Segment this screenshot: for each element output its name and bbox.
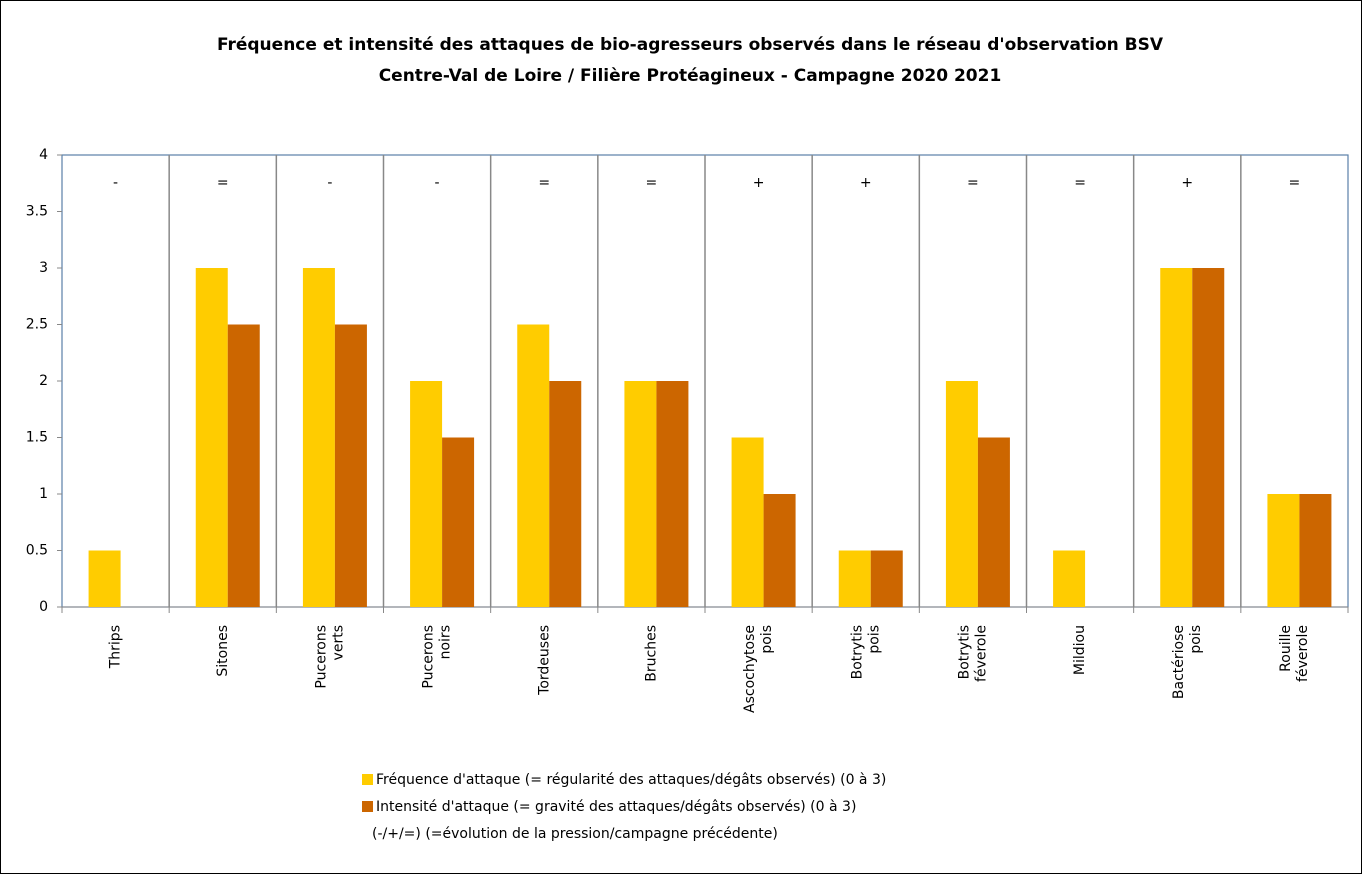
annotation: +	[860, 175, 872, 191]
annotation: -	[113, 175, 118, 191]
y-tick-label: 0	[39, 599, 48, 615]
bar	[1053, 550, 1086, 607]
x-tick-label-line: Tordeuses	[536, 625, 552, 696]
chart-title: Centre-Val de Loire / Filière Protéagine…	[379, 66, 1002, 86]
x-tick-label-line: Pucerons	[421, 625, 437, 689]
annotation: =	[646, 175, 658, 191]
y-tick-label: 4	[39, 147, 48, 163]
x-tick-label-line: pois	[866, 625, 882, 654]
bar	[763, 494, 796, 607]
x-tick-label: Puceronsnoirs	[421, 625, 454, 689]
chart-title: Fréquence et intensité des attaques de b…	[217, 35, 1164, 55]
annotation: =	[217, 175, 229, 191]
x-tick-label: Bruches	[643, 625, 659, 682]
y-tick-label: 3	[39, 260, 48, 276]
bar	[88, 550, 121, 607]
x-tick-label-line: verts	[330, 625, 346, 660]
y-tick-label: 0.5	[26, 543, 48, 559]
x-tick-label-line: Bactériose	[1171, 625, 1187, 699]
bar	[227, 324, 260, 607]
x-tick-label-line: Botrytis	[956, 625, 972, 679]
x-tick-label: Tordeuses	[536, 625, 552, 696]
x-tick-label: Puceronsverts	[313, 625, 346, 689]
bar	[624, 381, 657, 607]
x-tick-label-line: féverole	[973, 625, 989, 682]
legend-swatch	[362, 801, 373, 812]
x-tick-label-line: féverole	[1295, 625, 1311, 682]
x-tick-label-line: pois	[1188, 625, 1204, 654]
x-tick-label: Rouilleféverole	[1278, 625, 1311, 682]
annotation: -	[435, 175, 440, 191]
bar	[656, 381, 689, 607]
x-tick-label-line: Rouille	[1278, 625, 1294, 672]
bar	[302, 268, 335, 607]
bar	[410, 381, 443, 607]
annotation: +	[753, 175, 765, 191]
x-tick-label-line: Bruches	[643, 625, 659, 682]
x-tick-label-line: Botrytis	[849, 625, 865, 679]
bar	[1299, 494, 1332, 607]
x-tick-label: Botrytispois	[849, 625, 882, 679]
x-tick-label-line: noirs	[438, 625, 454, 659]
bar	[977, 437, 1010, 607]
bar	[334, 324, 367, 607]
x-tick-label: Thrips	[108, 625, 124, 669]
annotation: +	[1181, 175, 1193, 191]
legend-label: Intensité d'attaque (= gravité des attaq…	[376, 799, 856, 815]
bar	[442, 437, 475, 607]
annotation: =	[1289, 175, 1301, 191]
annotation: =	[538, 175, 550, 191]
x-tick-label-line: Ascochytose	[742, 625, 758, 713]
bar	[838, 550, 871, 607]
x-tick-label: Mildiou	[1072, 625, 1088, 675]
bar	[945, 381, 978, 607]
x-tick-label: Bactériosepois	[1171, 625, 1204, 699]
x-tick-label-line: Mildiou	[1072, 625, 1088, 675]
x-tick-label: Ascochytosepois	[742, 625, 775, 713]
annotation: =	[967, 175, 979, 191]
x-tick-label-line: Thrips	[108, 625, 124, 669]
legend-label: Fréquence d'attaque (= régularité des at…	[376, 772, 886, 788]
annotation: -	[327, 175, 332, 191]
bar	[549, 381, 582, 607]
legend-swatch	[362, 774, 373, 785]
x-tick-label-line: Sitones	[215, 625, 231, 677]
y-tick-label: 1.5	[26, 430, 48, 446]
bar	[1160, 268, 1193, 607]
bar	[517, 324, 550, 607]
y-tick-label: 1	[39, 486, 48, 502]
y-tick-label: 2.5	[26, 317, 48, 333]
x-tick-label: Sitones	[215, 625, 231, 677]
bar	[731, 437, 764, 607]
y-tick-label: 2	[39, 373, 48, 389]
y-tick-label: 3.5	[26, 204, 48, 220]
x-tick-label: Botrytisféverole	[956, 625, 989, 682]
legend-note: (-/+/=) (=évolution de la pression/campa…	[372, 826, 778, 842]
bar	[1192, 268, 1225, 607]
x-tick-label-line: Pucerons	[313, 625, 329, 689]
bar	[195, 268, 228, 607]
x-tick-label-line: pois	[759, 625, 775, 654]
annotation: =	[1074, 175, 1086, 191]
bar	[1267, 494, 1300, 607]
bar	[870, 550, 903, 607]
